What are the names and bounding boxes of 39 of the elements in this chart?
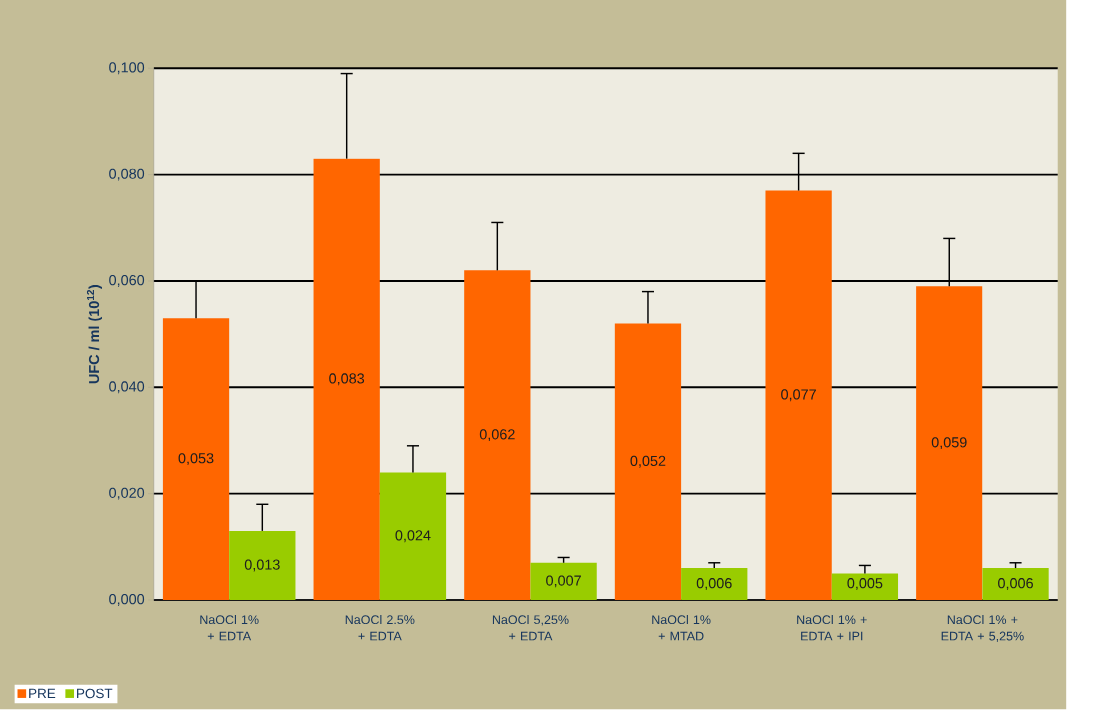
x-tick-label: NaOCl 1% + MTAD xyxy=(652,615,711,641)
data-label: 0,013 xyxy=(244,559,280,572)
x-tick-label: NaOCl 1% + EDTA xyxy=(200,615,259,641)
data-label: 0,005 xyxy=(847,578,883,591)
data-label: 0,053 xyxy=(178,453,214,466)
data-label: 0,083 xyxy=(329,373,365,386)
data-label: 0,006 xyxy=(696,578,732,591)
data-label: 0,007 xyxy=(546,575,581,588)
y-tick-label: 0,060 xyxy=(109,275,145,288)
x-tick-label: NaOCl 5,25% + EDTA xyxy=(492,615,569,641)
bar xyxy=(464,270,531,601)
y-tick-label: 0,020 xyxy=(109,487,145,500)
bar xyxy=(765,190,832,601)
y-tick-label: 0,000 xyxy=(109,594,145,607)
bar xyxy=(530,562,597,601)
x-tick-label: NaOCl 1% + EDTA + 5,25% xyxy=(941,615,1024,643)
y-tick-label: 0,040 xyxy=(109,381,145,394)
data-label: 0,052 xyxy=(630,455,666,468)
y-tick-label: 0,080 xyxy=(109,168,145,181)
data-label: 0,024 xyxy=(395,530,431,543)
bar xyxy=(681,568,748,601)
data-label: 0,062 xyxy=(479,429,515,442)
legend-label: PRE xyxy=(29,688,56,699)
bar xyxy=(916,286,983,601)
bar xyxy=(379,472,447,601)
x-tick-label: NaOCl 2.5% + EDTA xyxy=(345,615,415,641)
legend-label: POST xyxy=(77,688,113,699)
bar xyxy=(229,531,296,601)
y-tick-label: 0,100 xyxy=(109,62,145,75)
bar xyxy=(162,318,230,601)
bar xyxy=(982,568,1049,601)
x-tick-label: NaOCl 1% + EDTA + IPI xyxy=(797,615,867,641)
data-label: 0,077 xyxy=(781,389,816,402)
data-label: 0,006 xyxy=(998,578,1033,591)
data-label: 0,059 xyxy=(931,437,967,450)
y-axis-title: UFC / ml (10$^{12}$) xyxy=(86,285,102,384)
bar xyxy=(831,573,899,601)
bar xyxy=(614,323,682,601)
bar xyxy=(313,158,380,601)
